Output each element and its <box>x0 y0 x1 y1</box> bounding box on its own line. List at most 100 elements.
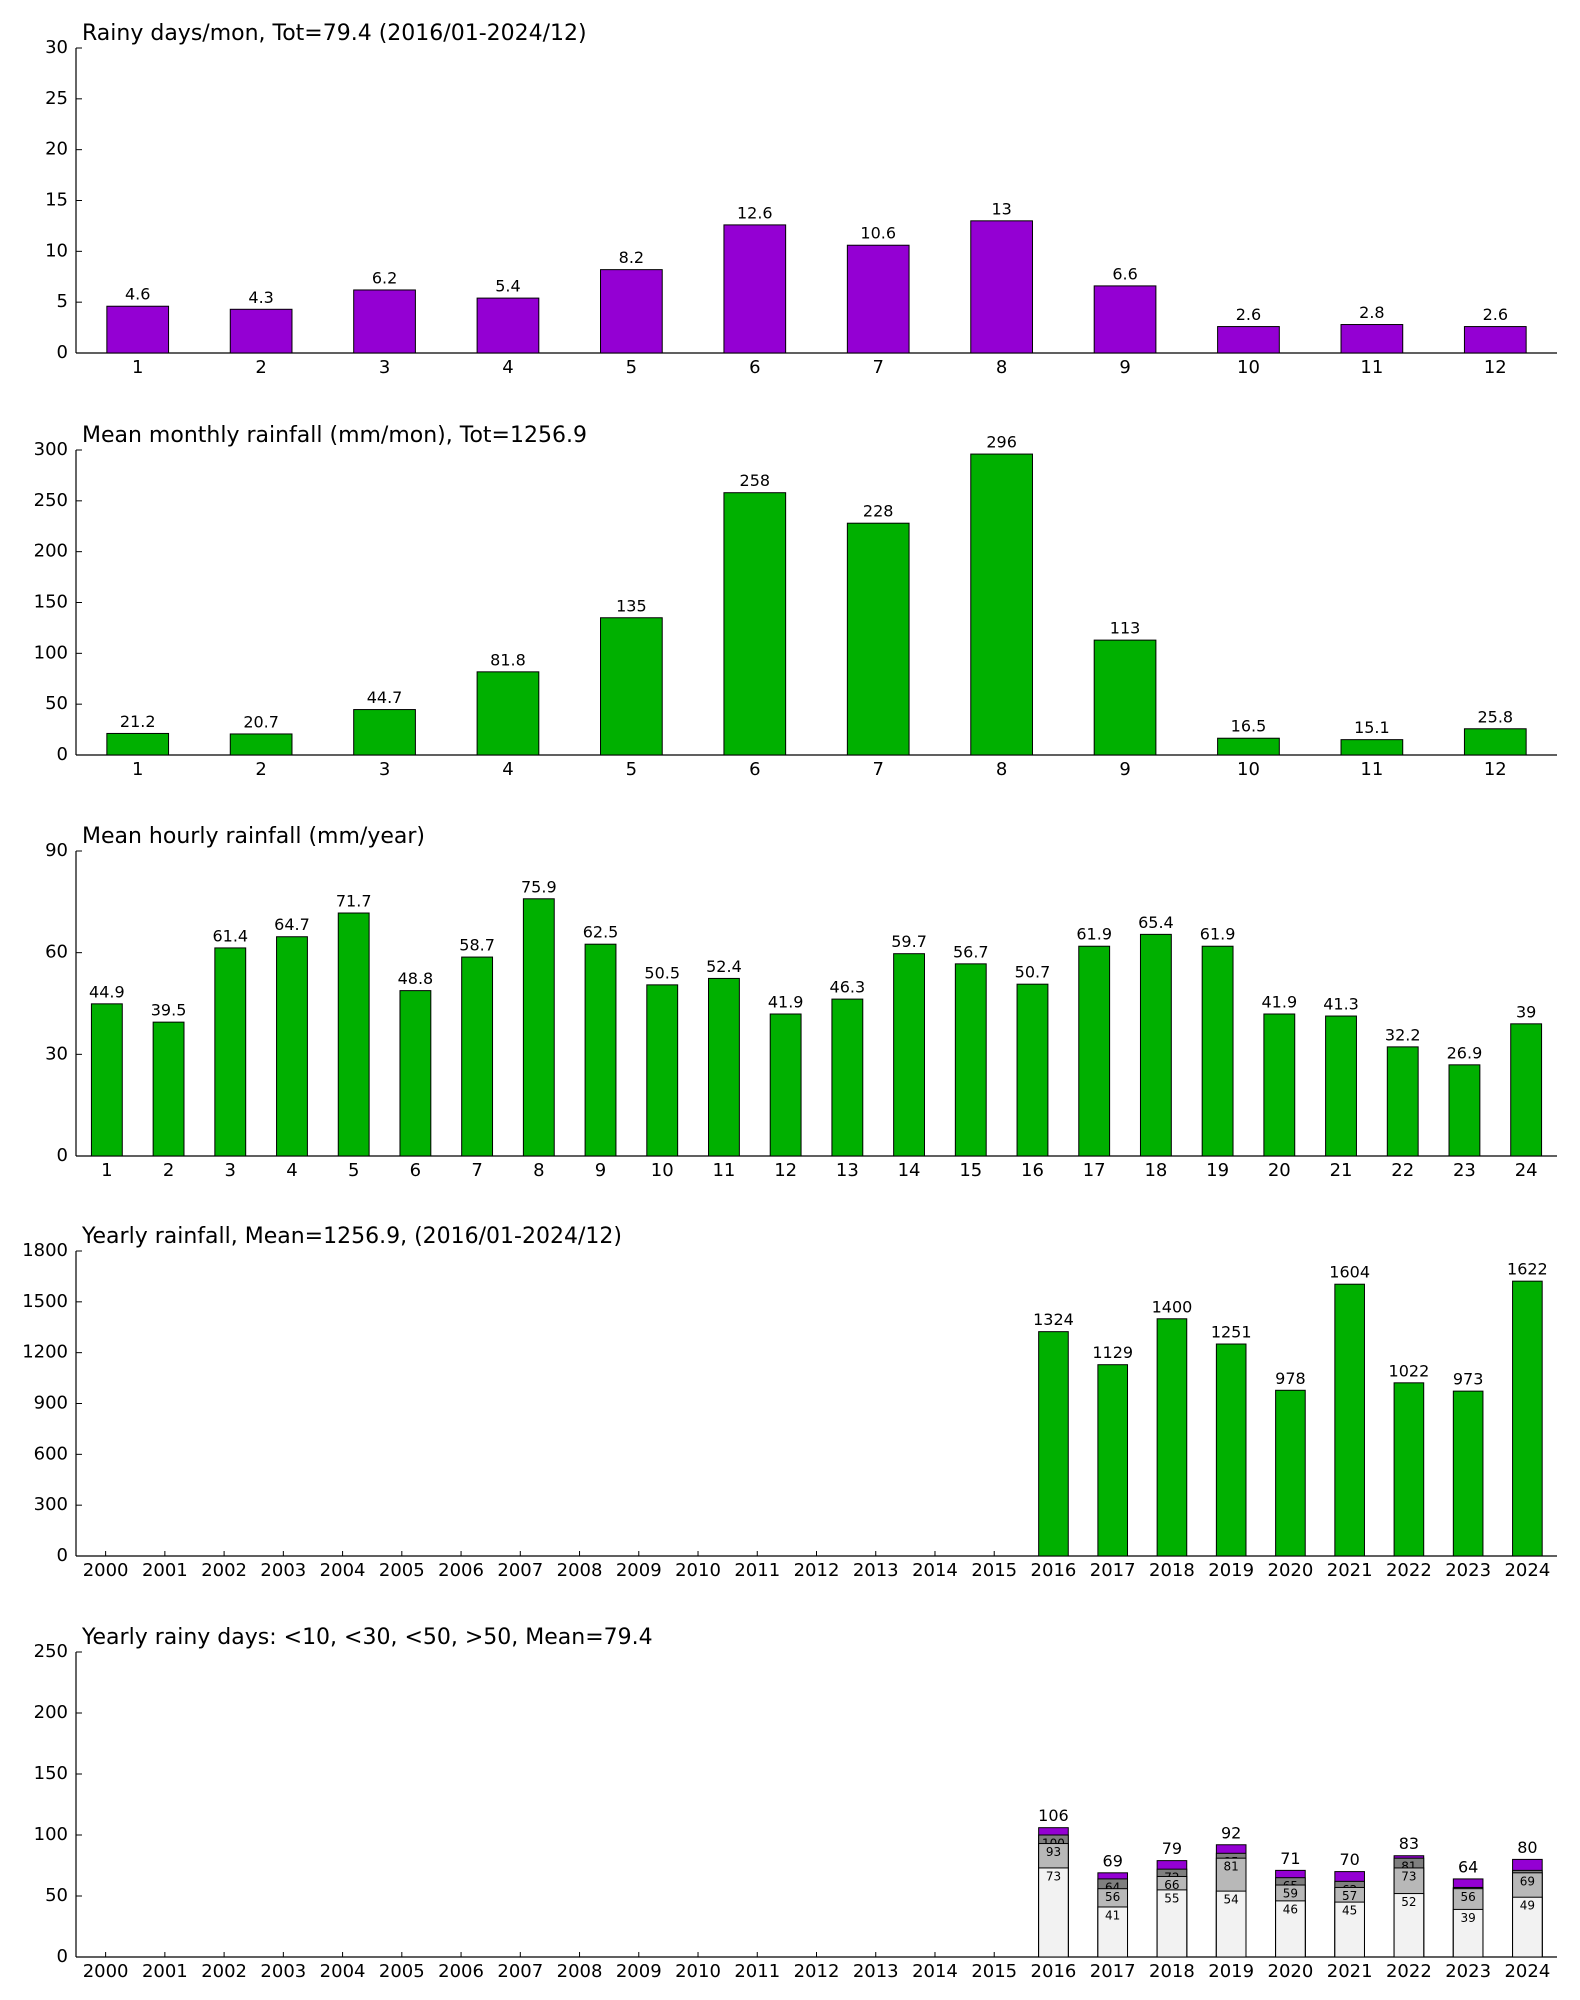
x-tick-label: 1 <box>132 759 143 780</box>
data-label: 21.2 <box>120 712 156 731</box>
data-label: 56.7 <box>953 942 989 961</box>
y-tick-label: 250 <box>34 490 68 511</box>
data-label: 39 <box>1516 1002 1536 1021</box>
bar <box>1093 285 1157 354</box>
data-label: 81 <box>1224 1860 1239 1874</box>
data-label: 46 <box>1283 1902 1298 1916</box>
data-label: 56 <box>1460 1890 1475 1904</box>
x-tick-label: 2014 <box>912 1961 958 1982</box>
x-tick-label: 6 <box>410 1160 421 1181</box>
x-tick-label: 2012 <box>794 1560 840 1581</box>
bar <box>1325 1015 1357 1157</box>
data-label: 80 <box>1517 1838 1537 1857</box>
data-label: 54 <box>1224 1893 1239 1907</box>
y-tick-label: 5 <box>57 291 68 312</box>
x-tick-label: 2021 <box>1327 1560 1373 1581</box>
bar <box>1156 1318 1188 1557</box>
bar <box>337 912 370 1157</box>
x-tick-label: 2004 <box>320 1560 366 1581</box>
x-tick-label: 8 <box>996 759 1007 780</box>
bar <box>970 453 1033 756</box>
y-tick-label: 0 <box>57 744 68 765</box>
y-tick-label: 300 <box>34 1494 68 1515</box>
data-label: 2.6 <box>1483 305 1508 324</box>
x-tick-label: 20 <box>1268 1160 1291 1181</box>
data-label: 50.7 <box>1015 963 1051 982</box>
x-tick-label: 9 <box>1119 357 1130 378</box>
x-tick-label: 2018 <box>1149 1961 1195 1982</box>
data-label: 1324 <box>1033 1310 1074 1329</box>
x-tick-label: 2001 <box>142 1560 188 1581</box>
y-tick-label: 200 <box>34 541 68 562</box>
y-tick-label: 30 <box>45 37 68 58</box>
x-tick-label: 2009 <box>616 1560 662 1581</box>
data-label: 44.9 <box>89 982 125 1001</box>
data-label: 12.6 <box>737 203 773 222</box>
data-label: 75.9 <box>521 877 557 896</box>
x-tick-label: 8 <box>533 1160 544 1181</box>
bar <box>584 943 617 1157</box>
x-tick-label: 2016 <box>1031 1961 1077 1982</box>
data-label: 58.7 <box>459 936 495 955</box>
x-tick-label: 2024 <box>1504 1961 1550 1982</box>
bar <box>276 936 308 1157</box>
bar <box>600 617 663 756</box>
data-label: 25.8 <box>1477 707 1513 726</box>
bar <box>1215 1890 1247 1958</box>
y-tick-label: 50 <box>45 693 68 714</box>
data-label: 10.6 <box>860 224 896 243</box>
bar <box>522 898 555 1157</box>
y-tick-label: 0 <box>57 342 68 363</box>
x-tick-label: 2010 <box>675 1560 721 1581</box>
data-label: 66 <box>1164 1878 1179 1892</box>
x-tick-label: 23 <box>1453 1160 1476 1181</box>
data-label: 61.9 <box>1076 925 1112 944</box>
bar <box>1217 326 1280 354</box>
bar <box>1275 1389 1306 1557</box>
bar <box>1448 1064 1481 1157</box>
x-tick-label: 2000 <box>83 1961 129 1982</box>
bar <box>1139 933 1172 1157</box>
data-label: 32.2 <box>1385 1025 1421 1044</box>
data-label: 1022 <box>1389 1361 1430 1380</box>
bar <box>954 963 987 1157</box>
bar <box>476 671 540 756</box>
bar <box>1340 324 1404 354</box>
x-tick-label: 8 <box>996 357 1007 378</box>
x-tick-label: 13 <box>836 1160 859 1181</box>
data-label: 61.9 <box>1200 925 1236 944</box>
x-tick-label: 19 <box>1206 1160 1229 1181</box>
x-tick-label: 2022 <box>1386 1560 1432 1581</box>
x-tick-label: 2011 <box>734 1560 780 1581</box>
x-tick-label: 2012 <box>794 1961 840 1982</box>
bar <box>1510 1023 1543 1157</box>
data-label: 1400 <box>1152 1297 1193 1316</box>
bar <box>723 492 787 756</box>
x-tick-label: 2 <box>255 357 266 378</box>
x-tick-label: 2007 <box>497 1560 543 1581</box>
data-label: 59.7 <box>891 932 927 951</box>
y-tick-label: 25 <box>45 88 68 109</box>
x-tick-label: 10 <box>1237 759 1260 780</box>
x-tick-label: 2000 <box>83 1560 129 1581</box>
x-tick-label: 2008 <box>557 1961 603 1982</box>
data-label: 59 <box>1283 1887 1298 1901</box>
bar <box>1215 1343 1247 1557</box>
bar <box>723 224 787 354</box>
data-label: 41.3 <box>1323 995 1359 1014</box>
y-tick-label: 300 <box>34 439 68 460</box>
data-label: 69 <box>1103 1851 1123 1870</box>
chart-title: Yearly rainfall, Mean=1256.9, (2016/01-2… <box>81 1224 622 1249</box>
bar <box>708 977 740 1157</box>
bar <box>846 244 910 354</box>
y-tick-label: 90 <box>45 840 68 861</box>
data-label: 50.5 <box>644 963 680 982</box>
bar <box>229 308 293 354</box>
data-label: 978 <box>1275 1369 1306 1388</box>
bar <box>1452 1908 1484 1958</box>
data-label: 258 <box>740 471 771 490</box>
x-tick-label: 14 <box>898 1160 921 1181</box>
bar <box>1463 728 1527 756</box>
x-tick-label: 2002 <box>201 1961 247 1982</box>
x-tick-label: 2010 <box>675 1961 721 1982</box>
